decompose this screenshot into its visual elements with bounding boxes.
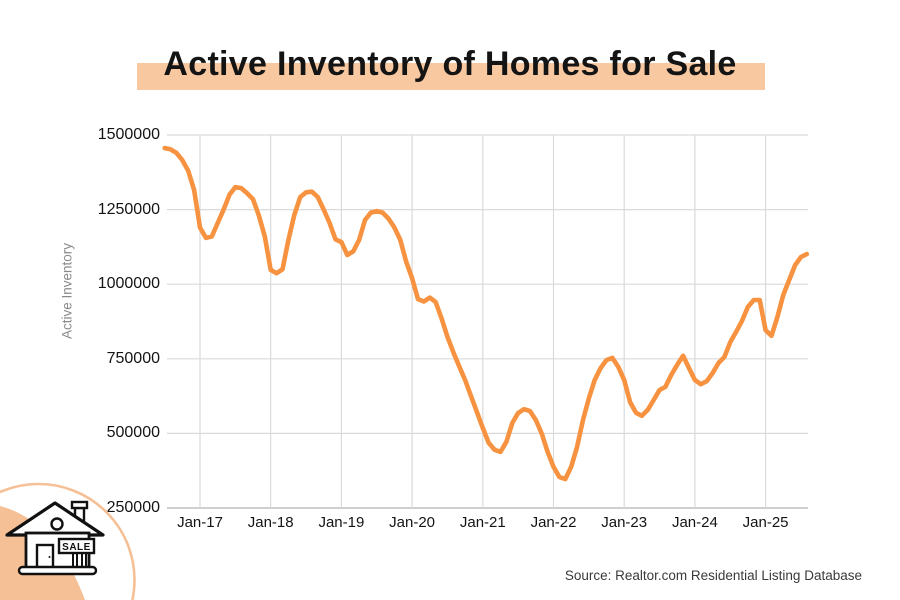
active-inventory-line xyxy=(162,145,810,482)
sign-post-right xyxy=(81,552,87,569)
page-title: Active Inventory of Homes for Sale xyxy=(163,45,737,83)
source-note: Source: Realtor.com Residential Listing … xyxy=(564,568,862,583)
foundation-bar xyxy=(17,565,98,576)
door xyxy=(35,543,55,570)
title-highlight-bar xyxy=(137,63,765,90)
sale-sign xyxy=(57,537,96,555)
house-sale-decoration: SALE xyxy=(0,482,136,600)
round-window xyxy=(50,517,64,531)
sale-sign-text: SALE xyxy=(62,542,91,553)
y-axis-title: Active Inventory xyxy=(59,242,75,340)
house-icon: SALE xyxy=(5,500,105,576)
blob-outline-arc xyxy=(0,482,136,600)
sign-post-left xyxy=(72,552,78,569)
chimney-cap xyxy=(70,500,89,510)
door-handle xyxy=(48,556,51,558)
